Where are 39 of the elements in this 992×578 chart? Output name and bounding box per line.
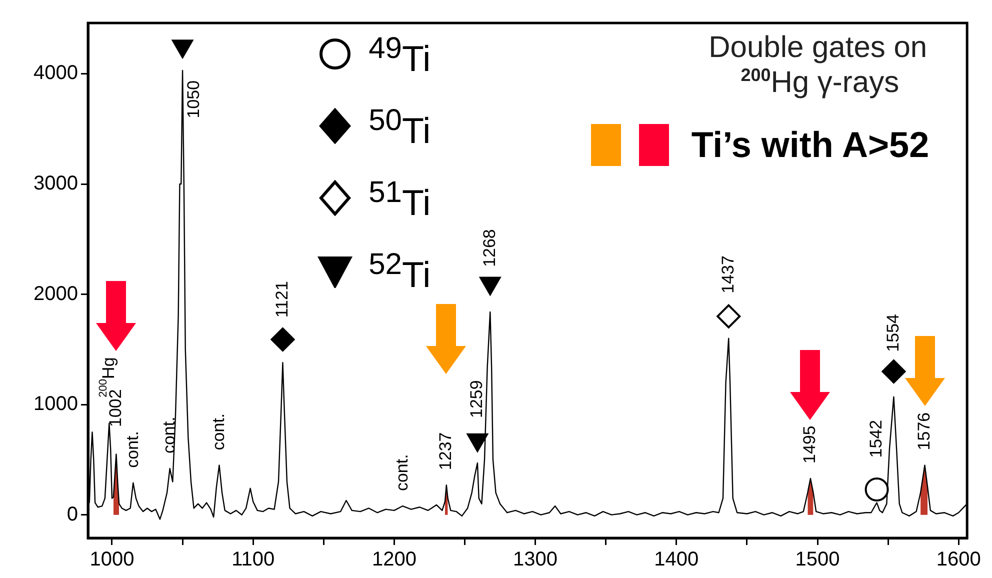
point (270, 328, 295, 352)
point (882, 359, 906, 384)
annotation: 1259 (467, 380, 486, 418)
x-tick-label: 1400 (654, 548, 699, 571)
y-tick-label: 3000 (34, 172, 78, 195)
annotation: 1495 (800, 426, 820, 464)
legend-label: $^{49}$Ti (368, 31, 431, 81)
annotation: cont. (392, 454, 412, 492)
annotation: 1237 (436, 432, 456, 470)
legend-label: $^{50}$Ti (368, 103, 431, 153)
text: $^{200}$Hg γ-rays (740, 65, 900, 100)
x-tick-label: 1500 (795, 548, 840, 571)
legend-label: $^{52}$Ti (368, 247, 431, 297)
x-tick-label: 1600 (936, 548, 981, 571)
y-tick-label: 1000 (34, 393, 78, 416)
legend-label: $^{51}$Ti (368, 175, 431, 225)
point (172, 40, 194, 58)
annotation: cont. (122, 431, 142, 468)
chart-title: Double gates on (708, 31, 928, 65)
annotation: 1576 (914, 412, 934, 450)
y-tick-label: 2000 (34, 282, 78, 305)
annotation: cont. (208, 413, 228, 450)
y-tick-label: 0 (66, 503, 78, 526)
x-tick-label: 1200 (372, 548, 416, 571)
y-tick-label: 4000 (34, 62, 78, 84)
x-tick-label: 1300 (513, 548, 558, 571)
annotation: 1542 (866, 420, 886, 458)
annotation: 1002 (106, 389, 125, 428)
annotation: 1121 (272, 281, 292, 318)
annotation: Ti’s with A>52 (691, 124, 930, 166)
x-tick-label: 1000 (90, 548, 134, 571)
x-tick-label: 1100 (232, 548, 275, 571)
point (864, 477, 889, 502)
annotation: 1437 (718, 256, 738, 294)
annotation: 1050 (184, 80, 204, 118)
annotation: 1554 (883, 314, 902, 352)
annotation: cont. (160, 416, 179, 454)
point (716, 304, 741, 328)
annotation: 1268 (480, 229, 499, 267)
